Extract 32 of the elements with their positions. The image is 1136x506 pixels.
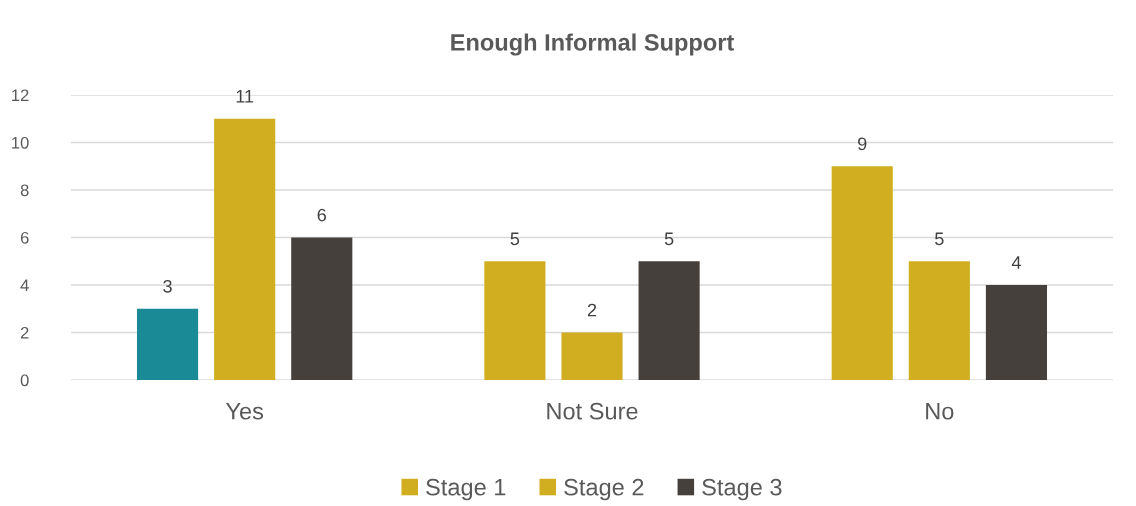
legend-label: Stage 3 xyxy=(702,478,782,501)
bar xyxy=(831,166,893,380)
data-label: 6 xyxy=(317,208,326,222)
legend-label: Stage 1 xyxy=(426,478,506,501)
y-tick-label: 12 xyxy=(12,89,29,102)
x-tick-label: No xyxy=(926,403,954,420)
bar xyxy=(908,261,970,380)
x-tick-label: Not Sure xyxy=(547,402,638,420)
data-label: 11 xyxy=(236,90,254,103)
data-label: 3 xyxy=(163,279,172,293)
y-tick-label: 2 xyxy=(20,326,29,339)
bar xyxy=(985,285,1048,380)
y-tick-label: 10 xyxy=(12,136,29,149)
y-tick-label: 8 xyxy=(20,184,29,197)
data-label: 5 xyxy=(510,232,520,246)
data-label: 5 xyxy=(935,232,944,246)
bar xyxy=(638,261,700,380)
data-label: 4 xyxy=(1011,256,1021,269)
legend-label: Stage 2 xyxy=(564,478,644,501)
y-tick-label: 0 xyxy=(20,374,29,387)
bar xyxy=(214,118,276,380)
x-tick-label: Yes xyxy=(225,403,264,420)
data-label: 9 xyxy=(858,137,867,151)
bar xyxy=(291,237,353,380)
bar xyxy=(561,332,623,380)
bar xyxy=(484,261,546,380)
y-tick-label: 6 xyxy=(20,231,29,244)
data-label: 5 xyxy=(664,232,674,246)
y-tick-label: 4 xyxy=(20,279,29,292)
bar xyxy=(136,308,199,380)
chart-title: Enough Informal Support xyxy=(451,33,735,56)
data-label: 2 xyxy=(587,303,597,317)
